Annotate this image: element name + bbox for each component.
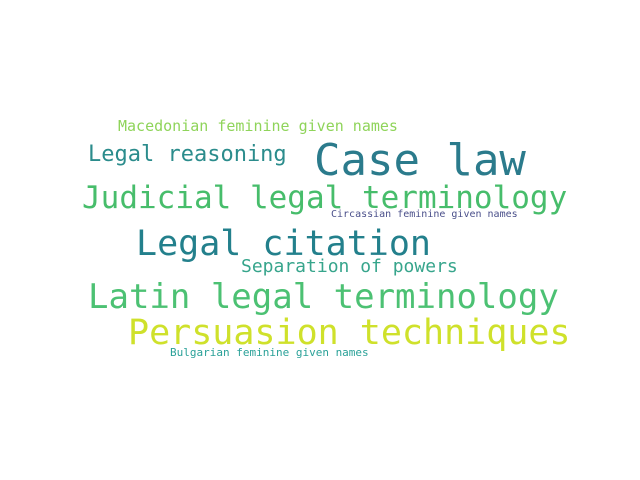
word-bulgarian-feminine-given-names: Bulgarian feminine given names: [170, 346, 369, 359]
word-circassian-feminine-given-names: Circassian feminine given names: [331, 209, 518, 220]
word-case-law: Case law: [314, 135, 526, 186]
word-persuasion-techniques: Persuasion techniques: [128, 313, 571, 353]
word-legal-reasoning: Legal reasoning: [88, 142, 287, 167]
word-latin-legal-terminology: Latin legal terminology: [88, 277, 559, 317]
word-separation-of-powers: Separation of powers: [241, 256, 458, 277]
word-judicial-legal-terminology: Judicial legal terminology: [82, 180, 568, 216]
word-macedonian-feminine-given-names: Macedonian feminine given names: [118, 117, 398, 135]
word-legal-citation: Legal citation: [136, 224, 432, 264]
